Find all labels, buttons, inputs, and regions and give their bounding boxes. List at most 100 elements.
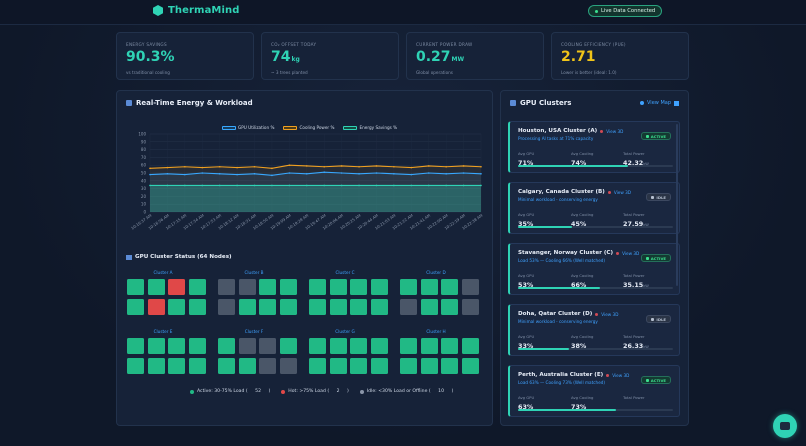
legend-item[interactable]: GPU Utilization %	[222, 125, 274, 130]
data-point[interactable]	[201, 184, 204, 187]
gpu-node[interactable]	[420, 298, 438, 315]
data-point[interactable]	[271, 174, 273, 177]
gpu-node[interactable]	[147, 298, 165, 315]
gpu-node[interactable]	[370, 338, 388, 354]
data-point[interactable]	[288, 184, 291, 187]
data-point[interactable]	[218, 165, 221, 168]
view-3d-link[interactable]: View 3D	[601, 311, 619, 317]
data-point[interactable]	[166, 184, 169, 187]
gpu-cluster-card[interactable]: Doha, Qatar Cluster (D) View 3D Minimal wo…	[508, 304, 680, 356]
gpu-node[interactable]	[441, 357, 458, 374]
gpu-node[interactable]	[218, 357, 235, 374]
data-point[interactable]	[480, 165, 482, 168]
legend-item[interactable]: Energy Savings %	[343, 125, 397, 130]
data-point[interactable]	[462, 184, 465, 187]
data-point[interactable]	[149, 173, 151, 176]
data-point[interactable]	[427, 184, 430, 187]
data-point[interactable]	[375, 165, 378, 167]
gpu-node[interactable]	[127, 338, 144, 354]
data-point[interactable]	[427, 165, 430, 167]
data-point[interactable]	[393, 184, 395, 187]
gpu-node[interactable]	[238, 279, 256, 295]
gpu-node[interactable]	[400, 357, 417, 374]
data-point[interactable]	[445, 184, 447, 187]
data-point[interactable]	[149, 184, 151, 187]
data-point[interactable]	[288, 172, 291, 174]
data-point[interactable]	[166, 166, 169, 169]
data-point[interactable]	[393, 172, 395, 175]
data-point[interactable]	[393, 165, 395, 168]
gpu-node[interactable]	[309, 357, 326, 374]
data-point[interactable]	[166, 172, 169, 175]
gpu-node[interactable]	[147, 357, 165, 374]
gpu-node[interactable]	[441, 279, 458, 295]
data-point[interactable]	[445, 172, 447, 175]
gpu-node[interactable]	[127, 279, 144, 295]
gpu-node[interactable]	[400, 279, 417, 295]
data-point[interactable]	[323, 165, 326, 168]
gpu-node[interactable]	[279, 298, 297, 315]
gpu-node[interactable]	[127, 357, 144, 374]
data-point[interactable]	[340, 184, 343, 187]
data-point[interactable]	[358, 165, 360, 168]
gpu-node[interactable]	[329, 279, 347, 295]
data-point[interactable]	[480, 172, 482, 175]
gpu-node[interactable]	[461, 298, 479, 315]
data-point[interactable]	[375, 172, 378, 174]
data-point[interactable]	[184, 165, 186, 168]
gpu-node[interactable]	[309, 338, 326, 354]
data-point[interactable]	[253, 165, 256, 168]
gpu-node[interactable]	[350, 298, 367, 315]
data-point[interactable]	[305, 172, 308, 175]
gpu-node[interactable]	[168, 338, 185, 354]
gpu-node[interactable]	[168, 357, 185, 374]
app-logo[interactable]: ThermaMind	[153, 5, 239, 16]
gpu-cluster-card[interactable]: Houston, USA Cluster (A) View 3D Processin…	[508, 121, 680, 173]
gpu-node[interactable]	[259, 338, 276, 354]
view-map-link[interactable]: View Map	[640, 100, 680, 106]
legend-item[interactable]: Cooling Power %	[283, 125, 334, 130]
data-point[interactable]	[445, 165, 447, 168]
gpu-node[interactable]	[147, 279, 165, 295]
gpu-node[interactable]	[188, 279, 206, 295]
gpu-node[interactable]	[350, 279, 367, 295]
data-point[interactable]	[323, 184, 326, 187]
data-point[interactable]	[184, 173, 186, 176]
gpu-node[interactable]	[238, 338, 256, 354]
gpu-node[interactable]	[461, 338, 479, 354]
gpu-node[interactable]	[350, 357, 367, 374]
gpu-node[interactable]	[400, 338, 417, 354]
data-point[interactable]	[410, 166, 413, 169]
data-point[interactable]	[201, 172, 204, 174]
gpu-node[interactable]	[188, 298, 206, 315]
gpu-node[interactable]	[309, 298, 326, 315]
data-point[interactable]	[253, 172, 256, 175]
gpu-cluster-list[interactable]: Houston, USA Cluster (A) View 3D Processin…	[508, 121, 680, 426]
gpu-node[interactable]	[461, 357, 479, 374]
data-point[interactable]	[288, 164, 291, 166]
gpu-node[interactable]	[279, 279, 297, 295]
data-point[interactable]	[236, 173, 238, 176]
gpu-node[interactable]	[350, 338, 367, 354]
gpu-node[interactable]	[441, 338, 458, 354]
gpu-node[interactable]	[168, 298, 185, 315]
gpu-node[interactable]	[259, 298, 276, 315]
data-point[interactable]	[236, 184, 238, 187]
data-point[interactable]	[184, 184, 186, 187]
gpu-node[interactable]	[259, 279, 276, 295]
gpu-node[interactable]	[420, 357, 438, 374]
gpu-node[interactable]	[441, 298, 458, 315]
data-point[interactable]	[271, 167, 273, 170]
gpu-node[interactable]	[329, 357, 347, 374]
gpu-node[interactable]	[218, 298, 235, 315]
view-3d-link[interactable]: View 3D	[606, 128, 624, 134]
gpu-node[interactable]	[188, 338, 206, 354]
data-point[interactable]	[149, 167, 151, 170]
gpu-node[interactable]	[309, 279, 326, 295]
gpu-node[interactable]	[218, 279, 235, 295]
data-point[interactable]	[323, 171, 326, 174]
list-scrollbar[interactable]	[676, 124, 678, 286]
data-point[interactable]	[201, 166, 204, 169]
view-3d-link[interactable]: View 3D	[613, 189, 632, 195]
data-point[interactable]	[462, 172, 465, 174]
